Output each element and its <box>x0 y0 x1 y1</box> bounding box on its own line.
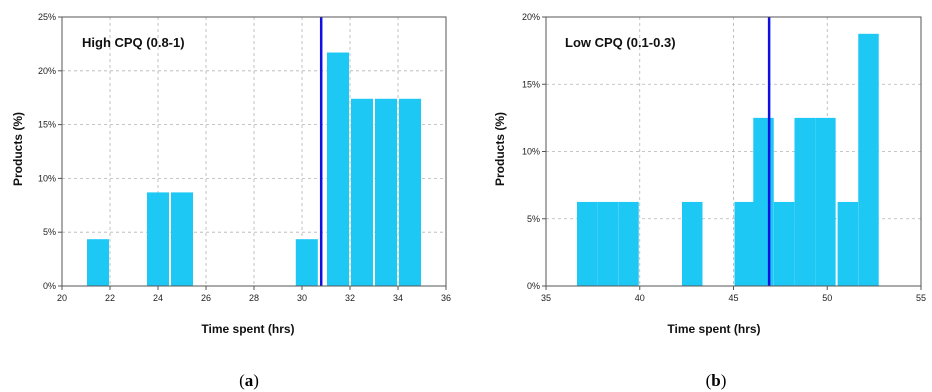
y-tick-label: 0% <box>527 281 540 291</box>
plot-area: 35 40 45 50 55 0% 5% 10% 15% 20% <box>522 12 926 303</box>
x-tick-label: 34 <box>393 293 403 303</box>
x-axis-label: Time spent (hrs) <box>201 322 294 336</box>
x-tick-label: 40 <box>635 293 645 303</box>
x-tick-label: 20 <box>57 293 67 303</box>
histogram-bar <box>858 33 879 286</box>
x-tick-label: 22 <box>105 293 115 303</box>
y-tick-label: 25% <box>38 12 56 22</box>
chart-title: Low CPQ (0.1-0.3) <box>565 35 676 50</box>
caption: (b) <box>706 371 727 390</box>
x-tick-label: 30 <box>297 293 307 303</box>
x-axis-label: Time spent (hrs) <box>667 322 760 336</box>
y-tick-label: 20% <box>522 12 540 22</box>
x-tick-label: 32 <box>345 293 355 303</box>
y-axis-label: Products (%) <box>11 112 25 186</box>
y-tick-label: 5% <box>43 227 56 237</box>
y-axis-label: Products (%) <box>493 112 507 186</box>
x-tick-label: 35 <box>541 293 551 303</box>
x-tick-label: 36 <box>441 293 451 303</box>
histogram-bar <box>618 201 639 286</box>
caption: (a) <box>239 371 259 390</box>
x-tick-label: 28 <box>249 293 259 303</box>
histogram-bar <box>147 192 169 286</box>
histogram-bar <box>837 201 859 286</box>
histogram-bar <box>295 239 318 286</box>
x-tick-label: 55 <box>916 293 926 303</box>
histogram-bar <box>577 201 598 286</box>
x-tick-label: 24 <box>153 293 163 303</box>
x-tick-label: 45 <box>728 293 738 303</box>
y-tick-label: 5% <box>527 214 540 224</box>
histogram-bar <box>794 117 815 286</box>
histogram-bar <box>399 98 421 286</box>
histogram-bar <box>351 98 373 286</box>
plot-area: 20 22 24 26 28 30 32 34 36 0% 5% 10% 15% 20% 25% <box>38 12 451 303</box>
x-tick-label: 50 <box>822 293 832 303</box>
histogram-bar <box>171 192 193 286</box>
chart-panel-a: 20 22 24 26 28 30 32 34 36 0% 5% 10% 15% 20% 25% High … <box>11 12 451 390</box>
histogram-bar <box>773 201 795 286</box>
y-tick-label: 0% <box>43 281 56 291</box>
y-tick-label: 15% <box>38 120 56 130</box>
plot-frame <box>61 16 447 287</box>
histogram-bar <box>87 239 109 286</box>
y-tick-label: 10% <box>38 173 56 183</box>
y-tick-label: 20% <box>38 66 56 76</box>
chart-title: High CPQ (0.8-1) <box>82 35 185 50</box>
histogram-bar <box>734 201 755 286</box>
x-tick-label: 26 <box>201 293 211 303</box>
histogram-bar <box>682 201 703 286</box>
histogram-bar <box>815 117 836 286</box>
histogram-bar <box>753 117 774 286</box>
y-tick-label: 15% <box>522 79 540 89</box>
plot-frame <box>545 16 922 287</box>
histogram-bar <box>375 98 397 286</box>
chart-panel-b: 35 40 45 50 55 0% 5% 10% 15% 20% Low CPQ (0.1-0.3… <box>493 12 926 390</box>
y-tick-label: 10% <box>522 147 540 157</box>
histogram-bar <box>327 52 349 287</box>
histogram-bar <box>597 201 619 286</box>
